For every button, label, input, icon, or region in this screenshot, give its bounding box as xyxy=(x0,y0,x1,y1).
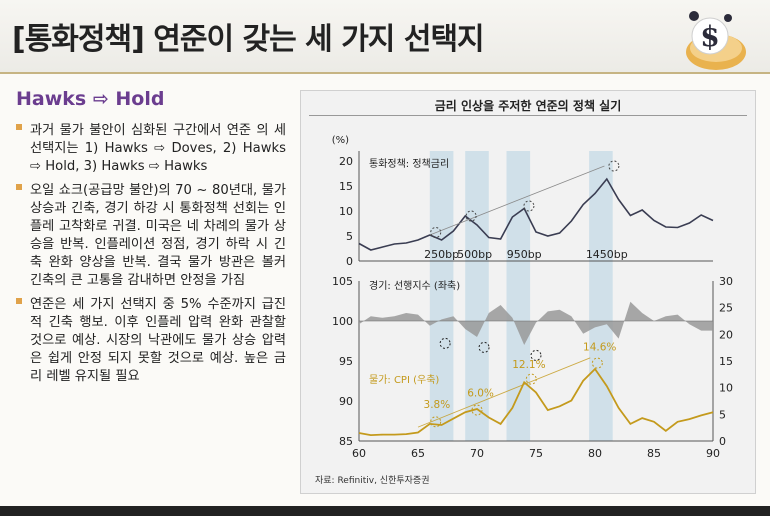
top-y-tick-label: 15 xyxy=(339,180,353,193)
leading-index-series-label: 경기: 선행지수 (좌축) xyxy=(369,279,460,292)
svg-text:$: $ xyxy=(700,20,719,53)
x-tick-label: 85 xyxy=(647,447,661,460)
right-y-tick-label: 15 xyxy=(719,355,733,368)
bullet-item: 과거 물가 불안이 심화된 구간에서 연준 의 세 선택지는 1) Hawks … xyxy=(16,122,286,176)
right-y-tick-label: 0 xyxy=(719,435,726,448)
bullet-text: 과거 물가 불안이 심화된 구간에서 연준 의 세 선택지는 1) Hawks … xyxy=(30,123,286,174)
rate-peak-marker xyxy=(465,210,477,222)
policy-rate-line xyxy=(358,177,714,251)
rate-peak-marker xyxy=(430,227,442,238)
bullet-item: 연준은 세 가지 선택지 중 5% 수준까지 급진적 긴축 행보. 이후 인플레… xyxy=(16,296,286,386)
top-y-tick-label: 20 xyxy=(339,155,353,168)
footer-bar xyxy=(0,506,770,516)
cpi-peak-label: 12.1% xyxy=(512,359,545,371)
tightening-band xyxy=(429,151,454,441)
bullet-square-icon xyxy=(16,298,22,304)
bullet-text: 연준은 세 가지 선택지 중 5% 수준까지 급진적 긴축 행보. 이후 인플레… xyxy=(30,297,286,384)
x-tick-label: 60 xyxy=(352,447,366,460)
leading-trough-marker xyxy=(439,337,451,349)
tightening-band xyxy=(506,151,531,441)
left-y-tick-label: 85 xyxy=(339,435,353,448)
cpi-peak-marker xyxy=(525,373,537,385)
hike-size-label: 500bp xyxy=(457,248,492,261)
rate-trend-line xyxy=(429,165,605,236)
dollar-mascot-logo: $ xyxy=(686,11,746,70)
x-tick-label: 80 xyxy=(588,447,602,460)
chart-title-rule xyxy=(309,115,747,116)
cpi-line xyxy=(358,367,714,437)
tightening-band xyxy=(465,151,489,441)
top-unit-label: (%) xyxy=(332,135,349,146)
right-y-tick-label: 5 xyxy=(719,408,726,421)
left-y-tick-label: 95 xyxy=(339,355,353,368)
bullet-square-icon xyxy=(16,184,22,190)
rate-peak-marker xyxy=(608,160,620,172)
x-tick-label: 65 xyxy=(411,447,425,460)
x-tick-label: 90 xyxy=(706,447,720,460)
chart-title: 금리 인상을 주저한 연준의 정책 실기 xyxy=(434,99,622,113)
header-divider xyxy=(0,72,770,74)
right-y-tick-label: 10 xyxy=(719,382,733,395)
top-y-tick-label: 10 xyxy=(339,205,353,218)
right-y-tick-label: 25 xyxy=(719,302,733,315)
hike-size-label: 1450bp xyxy=(586,248,628,261)
cpi-peak-marker xyxy=(430,416,442,428)
left-y-tick-label: 100 xyxy=(332,315,353,328)
top-y-tick-label: 0 xyxy=(346,255,353,268)
bullet-list: 과거 물가 불안이 심화된 구간에서 연준 의 세 선택지는 1) Hawks … xyxy=(16,122,286,392)
policy-rate-series-label: 통화정책: 정책금리 xyxy=(369,158,449,170)
right-y-tick-label: 30 xyxy=(719,275,733,288)
header-bar: [통화정책] 연준이 갖는 세 가지 선택지 $ xyxy=(0,0,770,72)
leading-index-area xyxy=(359,301,713,345)
bullet-text: 오일 쇼크(공급망 불안)의 70 ~ 80년대, 물가 상승과 긴축, 경기 … xyxy=(30,183,286,288)
page-title: [통화정책] 연준이 갖는 세 가지 선택지 xyxy=(12,22,485,57)
bullet-item: 오일 쇼크(공급망 불안)의 70 ~ 80년대, 물가 상승과 긴축, 경기 … xyxy=(16,182,286,290)
cpi-peak-label: 6.0% xyxy=(467,388,494,400)
bullet-square-icon xyxy=(16,124,22,130)
section-heading: Hawks ⇨ Hold xyxy=(16,88,165,110)
left-y-tick-label: 105 xyxy=(332,275,353,288)
top-y-tick-label: 5 xyxy=(346,230,353,243)
cpi-peak-marker xyxy=(591,357,603,369)
cpi-peak-marker xyxy=(471,404,483,416)
cpi-peak-label: 14.6% xyxy=(583,341,616,353)
hike-size-label: 950bp xyxy=(507,248,542,261)
left-y-tick-label: 90 xyxy=(339,395,353,408)
cpi-series-label: 물가: CPI (우축) xyxy=(369,374,439,386)
rate-peak-marker xyxy=(523,200,535,212)
x-tick-label: 75 xyxy=(529,447,543,460)
chart-source: 자료: Refinitiv, 신한투자증권 xyxy=(315,474,429,486)
tightening-band xyxy=(589,151,613,441)
right-y-tick-label: 20 xyxy=(719,328,733,341)
policy-chart: 0 5 10 15 20 85 90 95 100 105 0 5 10 15 20 25 30 60 65 70 75… xyxy=(315,135,733,486)
hike-size-label: 250bp xyxy=(424,248,459,261)
chart-panel: 금리 인상을 주저한 연준의 정책 실기 0 5 10 15 20 85 90 95 100 10… xyxy=(300,90,756,494)
cpi-peak-label: 3.8% xyxy=(424,399,451,411)
leading-trough-marker xyxy=(530,349,542,361)
cpi-trend-line xyxy=(417,357,591,428)
x-tick-label: 70 xyxy=(470,447,484,460)
leading-trough-marker xyxy=(478,341,490,353)
